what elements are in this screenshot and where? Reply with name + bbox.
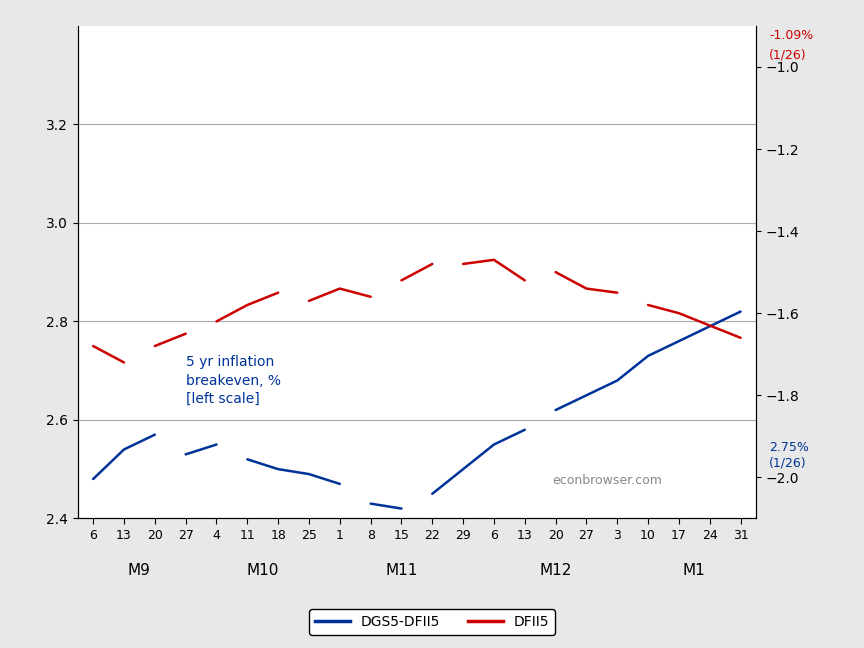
Text: 5 yr inflation
breakeven, %
[left scale]: 5 yr inflation breakeven, % [left scale] — [186, 355, 281, 406]
Text: M1: M1 — [683, 563, 706, 578]
Text: 2.75%: 2.75% — [769, 441, 809, 454]
Text: econbrowser.com: econbrowser.com — [553, 474, 663, 487]
Text: (1/26): (1/26) — [769, 457, 807, 470]
Text: M10: M10 — [246, 563, 279, 578]
Text: M11: M11 — [385, 563, 417, 578]
Text: -1.09%: -1.09% — [769, 29, 813, 42]
Text: M9: M9 — [128, 563, 151, 578]
Text: M12: M12 — [539, 563, 572, 578]
Text: (1/26): (1/26) — [769, 49, 807, 62]
Legend: DGS5-DFII5, DFII5: DGS5-DFII5, DFII5 — [309, 610, 555, 634]
